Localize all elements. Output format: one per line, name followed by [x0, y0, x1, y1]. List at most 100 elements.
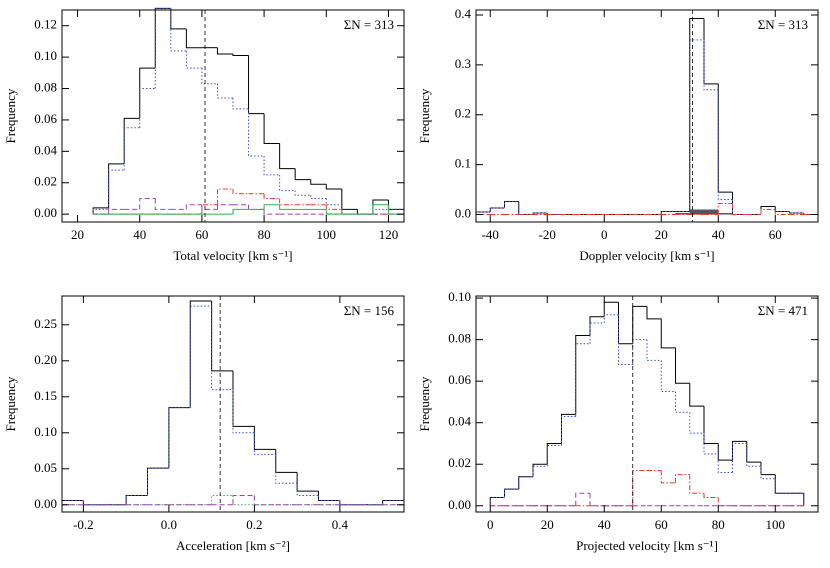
- histogram-step: [561, 415, 576, 446]
- histogram-step: [154, 7, 171, 69]
- histogram-step: [632, 305, 647, 344]
- histogram-step: [618, 302, 633, 345]
- histogram-step: [61, 499, 84, 505]
- histogram-step: [732, 192, 747, 216]
- histogram-step: [232, 389, 255, 434]
- y-axis-label: Frequency: [3, 376, 18, 431]
- histogram-step: [774, 206, 790, 213]
- x-tick-label: 0: [487, 517, 494, 532]
- histogram-step: [325, 204, 342, 210]
- histogram-step: [732, 440, 747, 461]
- y-tick-label: 0.02: [448, 455, 471, 470]
- histogram-step: [388, 208, 405, 215]
- histogram-step: [279, 143, 296, 170]
- histogram-step: [774, 474, 790, 494]
- histogram-step: [232, 208, 249, 215]
- y-tick-label: 0.2: [455, 106, 471, 121]
- histogram-step: [248, 55, 265, 115]
- histogram-step: [618, 314, 633, 366]
- x-tick-label: 60: [769, 227, 782, 242]
- histogram-step: [382, 499, 405, 505]
- histogram-step: [211, 306, 233, 391]
- histogram-step: [279, 204, 296, 210]
- bar: [704, 209, 719, 215]
- histogram-step: [789, 211, 804, 214]
- histogram-step: [518, 476, 533, 490]
- histogram-step: [253, 495, 276, 506]
- histogram-step: [789, 492, 805, 506]
- series: [93, 204, 404, 215]
- histogram-step: [732, 442, 747, 473]
- histogram-step: [717, 83, 733, 193]
- annotation: ΣN = 156: [344, 303, 395, 318]
- histogram-step: [789, 492, 805, 506]
- histogram-step: [760, 209, 776, 215]
- histogram-step: [139, 67, 156, 119]
- histogram-step: [660, 470, 676, 484]
- series: [61, 305, 405, 506]
- histogram-step: [532, 465, 548, 477]
- x-tick-label: 20: [71, 227, 84, 242]
- histogram-step: [232, 495, 255, 506]
- x-tick-label: 80: [258, 227, 271, 242]
- x-tick-label: 100: [766, 517, 786, 532]
- histogram-step: [518, 476, 533, 490]
- histogram-step: [339, 500, 362, 506]
- histogram-step: [263, 204, 280, 210]
- y-tick-label: 0.10: [34, 48, 57, 63]
- histogram-step: [253, 426, 276, 450]
- histogram-step: [275, 449, 298, 473]
- histogram-step: [123, 117, 140, 164]
- x-tick-label: 20: [655, 227, 668, 242]
- histogram-step: [717, 453, 733, 474]
- series: [62, 494, 404, 506]
- histogram-step: [589, 316, 605, 336]
- histogram-step: [108, 169, 125, 210]
- histogram-step: [318, 495, 340, 501]
- x-tick-label: -0.2: [73, 517, 94, 532]
- histogram-step: [675, 474, 690, 483]
- x-tick-label: 60: [195, 227, 208, 242]
- histogram-step: [318, 491, 340, 501]
- histogram-step: [248, 204, 265, 210]
- series: [490, 469, 804, 507]
- y-tick-label: 0.08: [34, 80, 57, 95]
- histogram-step: [253, 432, 276, 455]
- histogram-step: [125, 494, 148, 505]
- histogram-step: [703, 406, 719, 444]
- histogram-step: [689, 39, 704, 212]
- histogram-step: [201, 68, 218, 85]
- panel: -40 -20 0 20 40 60 0.0 0.1 0.2 0.3 0.4 Doppler velo…: [417, 6, 819, 263]
- y-tick-label: 0.04: [34, 142, 57, 157]
- x-axis-label: Doppler velocity [km s⁻¹]: [579, 248, 714, 263]
- histogram-step: [382, 499, 405, 505]
- histogram-step: [154, 7, 171, 89]
- y-tick-label: 0.04: [448, 414, 471, 429]
- x-tick-label: 120: [379, 227, 399, 242]
- x-tick-label: 80: [712, 517, 725, 532]
- histogram-step: [603, 314, 619, 323]
- histogram-step: [489, 496, 505, 506]
- histogram-step: [646, 339, 662, 361]
- histogram-step: [263, 209, 280, 215]
- histogram-step: [294, 168, 311, 181]
- histogram-step: [82, 500, 105, 506]
- histogram-step: [154, 198, 171, 210]
- histogram-step: [216, 47, 233, 55]
- histogram-step: [310, 179, 327, 185]
- histogram-step: [61, 499, 84, 505]
- histogram-step: [168, 407, 191, 469]
- histogram-step: [575, 492, 590, 506]
- y-tick-label: 0.10: [34, 424, 57, 439]
- histogram-step: [92, 207, 109, 215]
- histogram-step: [339, 500, 362, 506]
- x-tick-label: 20: [541, 517, 554, 532]
- histogram-step: [216, 83, 233, 99]
- histogram-step: [139, 88, 156, 128]
- histogram-step: [732, 203, 747, 216]
- histogram-step: [675, 347, 690, 384]
- x-tick-label: -40: [482, 227, 499, 242]
- y-tick-label: 0.1: [455, 156, 471, 171]
- histogram-step: [139, 197, 156, 210]
